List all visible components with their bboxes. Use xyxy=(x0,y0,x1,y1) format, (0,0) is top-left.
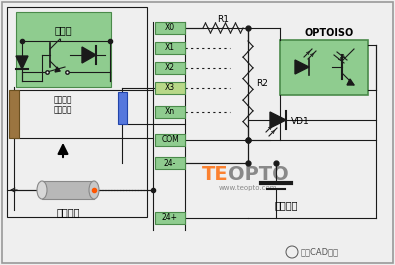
Text: VD1: VD1 xyxy=(291,117,309,126)
Text: X0: X0 xyxy=(165,24,175,33)
Text: R2: R2 xyxy=(256,80,268,89)
Text: 24-: 24- xyxy=(164,158,176,167)
Text: OPTO: OPTO xyxy=(228,166,289,184)
Bar xyxy=(155,22,185,34)
Bar xyxy=(155,212,185,224)
Text: X2: X2 xyxy=(165,64,175,73)
Bar xyxy=(155,157,185,169)
Bar xyxy=(155,106,185,118)
Ellipse shape xyxy=(37,181,47,199)
Bar xyxy=(9,90,19,138)
Text: X3: X3 xyxy=(165,83,175,92)
Text: R1: R1 xyxy=(217,15,229,24)
Bar xyxy=(155,62,185,74)
Text: COM: COM xyxy=(161,135,179,144)
Polygon shape xyxy=(347,79,354,85)
Bar xyxy=(16,12,111,87)
Polygon shape xyxy=(16,56,28,69)
Text: TE: TE xyxy=(201,166,228,184)
Text: 接近开关: 接近开关 xyxy=(54,105,72,114)
Text: X1: X1 xyxy=(165,43,175,52)
Polygon shape xyxy=(55,67,60,72)
Bar xyxy=(118,92,127,124)
Bar xyxy=(155,82,185,94)
Bar xyxy=(280,40,368,95)
Text: 内置电源: 内置电源 xyxy=(274,200,298,210)
Text: Xn: Xn xyxy=(165,108,175,117)
Text: 24+: 24+ xyxy=(162,214,178,223)
Text: 直流两线: 直流两线 xyxy=(54,95,72,104)
Bar xyxy=(155,42,185,54)
Bar xyxy=(7,7,147,217)
Polygon shape xyxy=(295,60,309,74)
Bar xyxy=(42,181,94,199)
Polygon shape xyxy=(270,112,286,128)
Ellipse shape xyxy=(89,181,99,199)
Text: 主电路: 主电路 xyxy=(54,25,72,35)
Bar xyxy=(155,134,185,146)
Text: 电气CAD论坛: 电气CAD论坛 xyxy=(301,248,339,257)
Polygon shape xyxy=(82,47,96,63)
Text: OPTOISO: OPTOISO xyxy=(305,28,354,38)
Text: 外置电源: 外置电源 xyxy=(56,207,80,217)
Text: www.teopto.com: www.teopto.com xyxy=(219,185,277,191)
